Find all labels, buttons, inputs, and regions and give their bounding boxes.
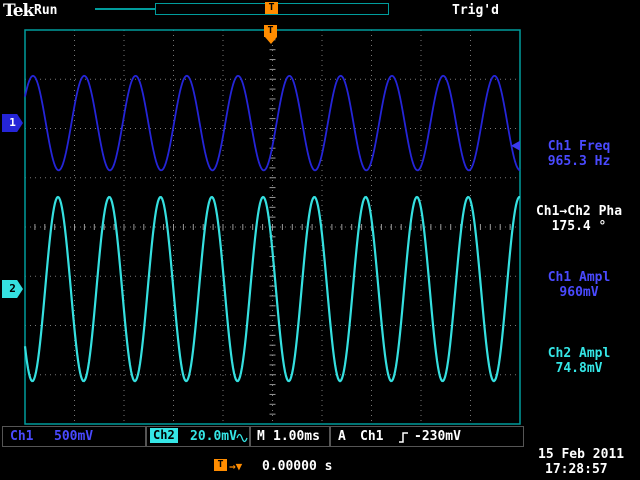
ch1-ground-marker[interactable]: 1 — [2, 114, 23, 132]
ac-coupling-icon — [236, 433, 248, 443]
ch2-scale-readout: 20.0mV — [190, 429, 237, 444]
trigger-position-arrow-icon — [265, 37, 277, 44]
measurement-value: 960mV — [559, 285, 599, 300]
date-readout: 15 Feb 2011 — [538, 447, 625, 462]
time-readout: 17:28:57 — [545, 462, 608, 477]
ch2-readout-box — [146, 426, 250, 447]
horizontal-trigger-marker[interactable]: T — [214, 459, 227, 471]
measurement-value: 74.8mV — [555, 361, 603, 376]
record-view-line — [95, 8, 155, 10]
measurement-ch1-ampl: Ch1 Ampl 960mV — [520, 270, 638, 300]
horizontal-position-readout: 0.00000 s — [262, 459, 333, 474]
record-trigger-marker[interactable]: T — [265, 2, 278, 14]
measurement-ch1-freq: Ch1 Freq 965.3 Hz — [520, 139, 638, 169]
trigger-position-marker[interactable]: T — [264, 25, 277, 37]
trigger-slope-icon — [399, 432, 408, 443]
acquisition-state: Run — [34, 3, 58, 18]
timebase-label: M — [257, 429, 265, 444]
tek-logo: Tek — [3, 1, 34, 21]
trigger-status: Trig'd — [452, 3, 499, 18]
measurement-ch2-ampl: Ch2 Ampl 74.8mV — [520, 346, 638, 376]
trigger-level-arrow-icon — [511, 140, 520, 151]
ch2-ground-marker[interactable]: 2 — [2, 280, 23, 298]
trigger-source: Ch1 — [360, 429, 384, 444]
measurement-value: 175.4 ° — [551, 219, 607, 234]
measurement-label: Ch1 Ampl — [547, 270, 611, 285]
measurement-ch1-ch2-phase: Ch1→Ch2 Pha 175.4 ° — [520, 204, 638, 234]
measurement-label: Ch1 Freq — [547, 139, 611, 154]
trigger-level-readout: -230mV — [414, 429, 461, 444]
ch1-readout-box — [2, 426, 146, 447]
trigger-group-label: A — [338, 429, 346, 444]
measurement-label: Ch2 Ampl — [547, 346, 611, 361]
ch1-label: Ch1 — [10, 429, 34, 444]
ch1-scale-readout: 500mV — [54, 429, 94, 444]
horizontal-marker-arrow-icon: →▼ — [229, 460, 243, 473]
measurement-label: Ch1→Ch2 Pha — [535, 204, 623, 219]
timebase-value: 1.00ms — [273, 429, 320, 444]
timebase-readout-box — [250, 426, 330, 447]
ch2-label-badge: Ch2 — [150, 428, 178, 443]
measurement-value: 965.3 Hz — [547, 154, 611, 169]
trigger-readout-box — [330, 426, 524, 447]
